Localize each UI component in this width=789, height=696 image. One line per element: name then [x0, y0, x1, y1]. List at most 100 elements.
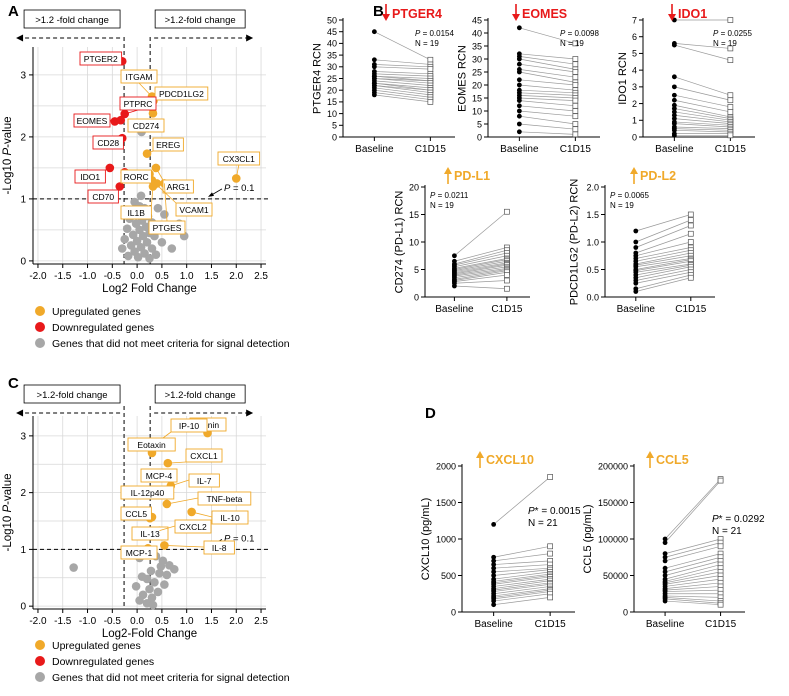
x-tick-label: Baseline	[355, 144, 394, 155]
p-value-text: P* = 0.0015	[528, 506, 581, 517]
x-axis-label: Log2-Fold Change	[102, 628, 197, 640]
pair-line	[635, 214, 691, 232]
c1d15-point	[572, 69, 579, 75]
c1d15-point	[687, 230, 694, 237]
n-text: N = 19	[430, 201, 454, 210]
baseline-point	[516, 77, 522, 83]
pair-line	[374, 75, 431, 82]
pair-line	[374, 64, 431, 68]
pair-line	[454, 274, 507, 282]
baseline-point	[671, 42, 677, 48]
pair-line	[454, 260, 507, 271]
baseline-point	[671, 92, 677, 98]
baseline-point	[491, 598, 497, 604]
pair-line	[635, 260, 691, 271]
baseline-point	[371, 29, 377, 35]
baseline-point	[671, 102, 677, 108]
pair-line	[454, 271, 507, 281]
callout-box	[188, 473, 220, 488]
c1d15-point	[717, 477, 724, 484]
pair-line	[374, 31, 431, 61]
y-tick-label: 2	[632, 99, 637, 109]
callout-box	[79, 51, 123, 66]
x-tick-label: Baseline	[474, 619, 513, 630]
x-tick-label: -2.0	[29, 271, 47, 282]
y-tick-label: 0	[20, 256, 26, 267]
x-tick-label: Baseline	[500, 144, 539, 155]
callout-label: IL-12p40	[131, 488, 165, 498]
pair-line	[519, 53, 576, 60]
callout-label: PDCD1LG2	[159, 89, 204, 99]
callout-box	[174, 519, 212, 534]
pair-line	[674, 99, 731, 113]
p-value-star: *	[719, 514, 723, 525]
pair-line	[454, 258, 507, 269]
point-ns	[169, 564, 179, 574]
callout-box	[92, 135, 124, 150]
pair-line	[674, 76, 731, 96]
callout-box	[120, 506, 152, 521]
callout-box	[131, 526, 169, 541]
p-value-text: P = 0.0211	[430, 191, 469, 200]
pair-line	[493, 564, 551, 569]
y-tick-label: 25	[472, 67, 482, 77]
fold-arrowhead-right	[246, 34, 254, 42]
volcano-plot-a: -2.0 -1.5 -1.0 -0.5 0.0 0.5 1.0 1.5 2.0 2.5 0 1 2 3 Lo…	[2, 9, 268, 295]
pair-line	[493, 578, 551, 587]
n-text: N = 19	[415, 39, 439, 48]
callout-box	[127, 118, 165, 133]
x-tick-label: C1D15	[535, 619, 567, 630]
pair-line	[664, 553, 721, 569]
n-text: N = 21	[712, 526, 742, 537]
baseline-point	[516, 121, 522, 127]
pair-line	[493, 589, 551, 598]
fold-arrowhead-left	[16, 409, 24, 417]
x-tick-label: -0.5	[104, 271, 122, 282]
callout-label: CX3CL1	[223, 154, 255, 164]
point-ns	[136, 191, 146, 201]
point-ns	[147, 593, 157, 602]
p-value-number: = 0.0015	[539, 506, 581, 517]
callout-leader	[159, 525, 176, 532]
pair-line	[374, 80, 431, 86]
point-up	[152, 179, 162, 188]
plot-title: CCL5	[656, 453, 689, 467]
callout-label: EOMES	[77, 116, 108, 126]
p-note-italic: P	[224, 183, 231, 194]
c1d15-point	[572, 131, 579, 138]
x-tick-label: 2.5	[254, 616, 268, 627]
callout-label: ITGAM	[126, 72, 153, 82]
callout-label: PTGER2	[84, 54, 118, 64]
point-ns	[122, 224, 132, 233]
y-axis-label: CCL5 (pg/mL)	[582, 504, 594, 573]
x-tick-label: -1.0	[79, 616, 97, 627]
c1d15-point	[427, 99, 434, 105]
p-value-text: P = 0.0065	[610, 191, 649, 200]
baseline-point	[516, 25, 522, 31]
x-tick-label: -1.5	[54, 616, 72, 627]
p-value-italic: P	[713, 29, 719, 38]
pair-line	[665, 571, 721, 584]
pair-line	[635, 255, 691, 266]
baseline-point	[516, 56, 522, 62]
x-tick-label: -1.5	[54, 271, 72, 282]
y-tick-label: 7	[632, 15, 637, 25]
y-tick-label: 2.0	[586, 182, 599, 192]
y-tick-label: 1.5	[586, 210, 599, 220]
callout-leader	[167, 461, 187, 464]
title-arrowhead	[444, 167, 452, 174]
point-ns	[147, 244, 157, 253]
y-tick-label: 0.5	[586, 265, 599, 275]
baseline-point	[671, 127, 677, 133]
c1d15-point	[504, 208, 510, 215]
point-up	[163, 458, 173, 468]
y-tick-label: 1	[20, 545, 26, 556]
pair-line	[493, 571, 551, 580]
pair-line	[374, 85, 431, 91]
x-tick-label: C1D15	[415, 144, 447, 155]
pair-line	[674, 86, 731, 101]
pair-line	[674, 104, 731, 118]
point-ns	[167, 244, 177, 253]
pair-line	[493, 593, 551, 602]
